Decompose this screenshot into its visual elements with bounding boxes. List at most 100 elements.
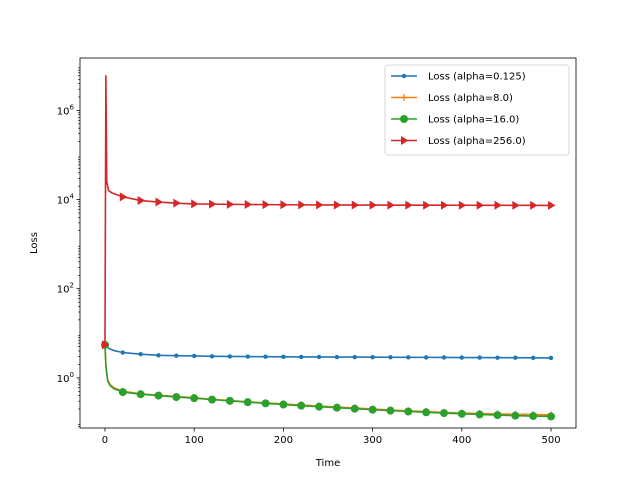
- data-point: [297, 401, 306, 410]
- data-point: [263, 354, 268, 359]
- data-point: [261, 399, 270, 408]
- data-point: [350, 404, 359, 413]
- legend-box: [384, 64, 570, 156]
- data-point: [459, 355, 465, 360]
- data-point: [458, 200, 467, 210]
- data-point: [190, 394, 199, 403]
- data-point: [441, 355, 447, 360]
- data-point: [547, 412, 556, 421]
- y-axis: 100 102 104 106: [57, 67, 80, 428]
- data-point: [172, 393, 181, 402]
- data-point: [386, 406, 395, 415]
- data-point: [138, 351, 143, 357]
- data-point: [154, 391, 163, 400]
- data-point: [511, 411, 520, 420]
- x-tick-label: 200: [274, 435, 293, 446]
- data-point: [101, 340, 110, 350]
- legend-marker: [400, 115, 408, 123]
- data-point: [243, 398, 252, 407]
- data-point: [530, 355, 536, 360]
- data-point: [422, 408, 431, 417]
- y-tick-label: 106: [57, 103, 75, 117]
- data-point: [423, 355, 429, 360]
- data-point: [226, 199, 235, 209]
- data-point: [368, 405, 377, 414]
- data-point: [548, 200, 556, 210]
- data-point: [332, 403, 341, 412]
- series-3: [101, 74, 556, 350]
- data-point: [387, 200, 395, 210]
- data-point: [333, 200, 342, 210]
- data-point: [118, 388, 127, 397]
- data-point: [423, 200, 431, 210]
- data-point: [512, 200, 520, 210]
- x-axis: 0 100 200 300 400 500: [102, 428, 561, 446]
- data-point: [493, 411, 502, 420]
- plot-area: [100, 74, 556, 421]
- legend-label: Loss (alpha=8.0): [428, 93, 513, 104]
- data-point: [494, 200, 502, 210]
- data-point: [440, 200, 449, 210]
- data-point: [191, 199, 199, 209]
- data-point: [352, 354, 357, 360]
- data-point: [156, 353, 161, 358]
- data-point: [477, 355, 482, 360]
- x-tick-label: 400: [452, 435, 471, 446]
- data-point: [174, 353, 179, 358]
- data-point: [388, 355, 393, 360]
- data-point: [119, 192, 128, 202]
- data-point: [404, 407, 413, 416]
- y-axis-label: Loss: [29, 232, 40, 254]
- data-point: [227, 354, 233, 359]
- data-point: [262, 200, 271, 210]
- data-point: [548, 355, 554, 361]
- data-point: [405, 200, 413, 210]
- data-point: [530, 200, 538, 210]
- data-point: [406, 355, 411, 360]
- data-point: [137, 196, 146, 206]
- data-point: [369, 200, 378, 210]
- data-point: [155, 197, 164, 207]
- x-tick-label: 0: [102, 435, 108, 446]
- data-point: [120, 350, 126, 355]
- x-tick-label: 100: [185, 435, 204, 446]
- data-point: [476, 200, 485, 210]
- data-point: [245, 354, 250, 359]
- data-point: [513, 355, 518, 360]
- data-point: [316, 200, 324, 210]
- y-tick-label: 104: [57, 193, 75, 207]
- data-point: [136, 390, 145, 399]
- data-point: [529, 412, 538, 421]
- data-point: [280, 200, 288, 210]
- data-point: [173, 198, 181, 208]
- legend: Loss (alpha=0.125) Loss (alpha=8.0) Loss (…: [384, 64, 570, 156]
- legend-label: Loss (alpha=16.0): [428, 115, 519, 126]
- data-point: [351, 200, 360, 210]
- legend-label: Loss (alpha=0.125): [428, 72, 526, 83]
- plot-frame: [79, 57, 577, 429]
- legend-entry: Loss (alpha=8.0): [391, 93, 513, 104]
- data-point: [315, 402, 324, 411]
- data-point: [475, 410, 484, 419]
- legend-label: Loss (alpha=256.0): [428, 136, 526, 147]
- legend-marker: [401, 136, 409, 145]
- y-tick-label: 100: [57, 371, 74, 385]
- data-point: [191, 353, 197, 359]
- x-axis-label: Time: [315, 458, 340, 469]
- legend-entry: Loss (alpha=16.0): [391, 115, 519, 126]
- data-point: [316, 354, 322, 360]
- data-point: [495, 355, 500, 360]
- series-2: [100, 340, 556, 421]
- y-tick-label: 102: [57, 282, 74, 296]
- data-point: [209, 354, 215, 359]
- data-point: [439, 409, 448, 418]
- data-point: [334, 354, 340, 360]
- data-point: [299, 354, 304, 360]
- data-point: [208, 395, 217, 404]
- legend-entry: Loss (alpha=256.0): [391, 136, 526, 147]
- data-point: [209, 199, 217, 209]
- data-point: [244, 200, 253, 210]
- data-point: [225, 396, 234, 405]
- x-tick-label: 500: [541, 435, 560, 446]
